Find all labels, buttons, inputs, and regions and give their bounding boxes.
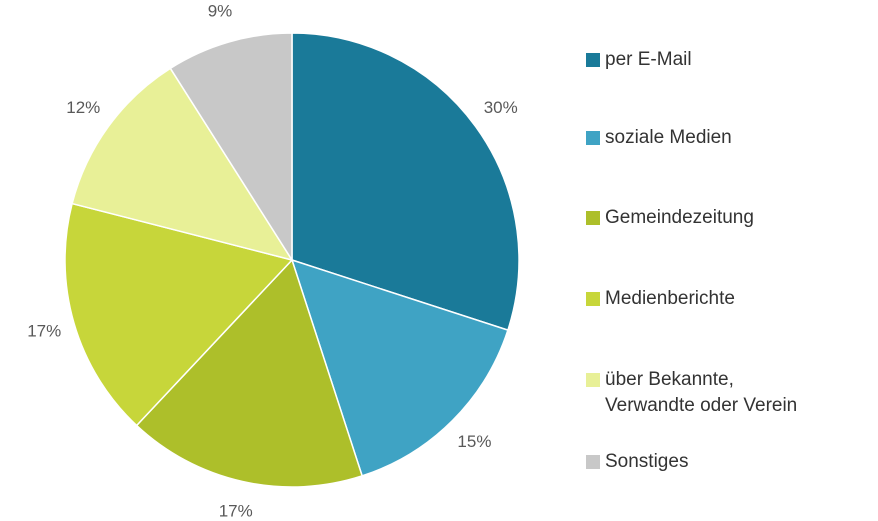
- pie-slice: [290, 258, 509, 477]
- legend-label: Sonstiges: [605, 451, 689, 472]
- legend-swatch: [586, 53, 600, 67]
- pie-slice: [291, 32, 520, 332]
- legend-label: über Bekannte, Verwandte oder Verein: [605, 369, 798, 416]
- legend-item: Sonstiges: [586, 449, 688, 475]
- legend-label: Gemeindezeitung: [605, 207, 754, 228]
- data-label: 12%: [66, 98, 100, 117]
- legend-swatch: [586, 292, 600, 306]
- pie-slice: [169, 32, 293, 263]
- pie-slice: [135, 258, 364, 488]
- legend-swatch: [586, 455, 600, 469]
- data-label: 9%: [208, 2, 233, 21]
- data-label: 30%: [484, 98, 518, 117]
- legend-item: Medienberichte: [586, 286, 735, 312]
- legend-item: soziale Medien: [586, 125, 732, 151]
- pie-slice: [64, 202, 294, 427]
- legend-swatch: [586, 131, 600, 145]
- legend-item: über Bekannte, Verwandte oder Verein: [586, 367, 797, 419]
- data-label: 15%: [457, 432, 491, 451]
- legend-label: Medienberichte: [605, 288, 735, 309]
- data-label: 17%: [27, 321, 61, 340]
- legend-label: soziale Medien: [605, 127, 732, 148]
- legend-item: Gemeindezeitung: [586, 205, 754, 231]
- legend-item: per E-Mail: [586, 47, 692, 73]
- legend-swatch: [586, 373, 600, 387]
- legend-label: per E-Mail: [605, 49, 692, 70]
- data-label: 17%: [219, 501, 253, 520]
- legend-swatch: [586, 211, 600, 225]
- pie-slice: [71, 67, 294, 262]
